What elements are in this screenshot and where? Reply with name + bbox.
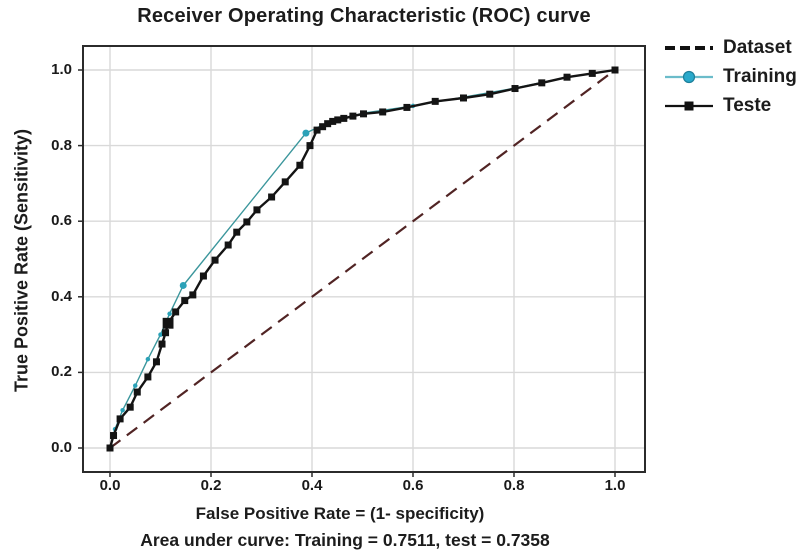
legend-item-training: Training <box>664 62 810 91</box>
y-tick-label: 1.0 <box>51 61 72 78</box>
y-tick-label: 0.8 <box>51 136 72 154</box>
y-tick-label: 0.4 <box>51 287 72 305</box>
legend-item-dataset: Dataset <box>664 33 810 62</box>
chart-title: Receiver Operating Characteristic (ROC) … <box>137 5 591 27</box>
x-tick-label: 0.2 <box>200 477 222 494</box>
auc-caption: Area under curve: Training = 0.7511, tes… <box>140 530 550 550</box>
legend-label-teste: Teste <box>723 94 772 116</box>
y-tick-label: 0.6 <box>51 212 72 230</box>
x-tick-label: 1.0 <box>604 477 626 494</box>
circle-marker-line-icon <box>665 70 713 83</box>
legend-label-dataset: Dataset <box>723 36 792 58</box>
legend-item-teste: Teste <box>664 91 810 120</box>
y-tick-label: 0.0 <box>51 439 72 456</box>
legend-label-training: Training <box>723 65 797 87</box>
dashed-line-icon <box>665 45 713 50</box>
legend: Dataset Training Teste <box>664 33 810 120</box>
x-axis-label: False Positive Rate = (1- specificity) <box>195 504 485 523</box>
x-tick-label: 0.6 <box>402 477 424 494</box>
y-axis-label: True Positive Rate (Sensitivity) <box>11 128 32 393</box>
x-tick-label: 0.8 <box>503 477 525 494</box>
x-tick-label: 0.4 <box>301 477 323 494</box>
y-tick-label: 0.2 <box>51 363 72 381</box>
x-tick-label: 0.0 <box>99 477 121 494</box>
square-marker-line-icon <box>665 101 713 110</box>
